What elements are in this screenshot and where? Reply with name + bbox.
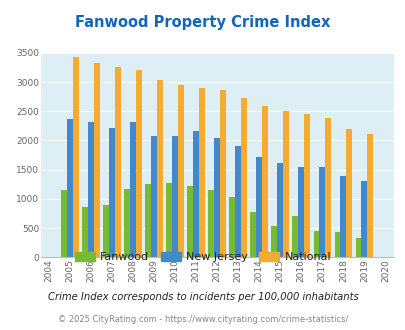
Bar bbox=[367, 134, 372, 257]
Bar bbox=[250, 212, 256, 257]
Bar bbox=[187, 186, 193, 257]
Bar bbox=[319, 167, 324, 257]
Bar bbox=[303, 114, 309, 257]
Bar bbox=[262, 106, 267, 257]
Bar bbox=[73, 57, 79, 257]
Bar bbox=[339, 176, 345, 257]
Bar bbox=[313, 231, 319, 257]
Bar bbox=[198, 88, 205, 257]
Bar bbox=[345, 129, 351, 257]
Bar bbox=[145, 184, 151, 257]
Bar bbox=[324, 118, 330, 257]
Bar bbox=[94, 63, 100, 257]
Bar bbox=[298, 167, 303, 257]
Text: © 2025 CityRating.com - https://www.cityrating.com/crime-statistics/: © 2025 CityRating.com - https://www.city… bbox=[58, 315, 347, 324]
Bar bbox=[178, 85, 183, 257]
Bar bbox=[172, 136, 178, 257]
Bar bbox=[151, 136, 157, 257]
Bar bbox=[103, 205, 109, 257]
Bar bbox=[88, 122, 94, 257]
Bar bbox=[277, 163, 283, 257]
Bar bbox=[130, 122, 136, 257]
Bar bbox=[61, 190, 67, 257]
Bar bbox=[355, 238, 360, 257]
Bar bbox=[82, 207, 88, 257]
Bar bbox=[283, 111, 288, 257]
Text: Fanwood Property Crime Index: Fanwood Property Crime Index bbox=[75, 15, 330, 30]
Text: Crime Index corresponds to incidents per 100,000 inhabitants: Crime Index corresponds to incidents per… bbox=[47, 292, 358, 302]
Bar bbox=[124, 189, 130, 257]
Bar bbox=[334, 232, 339, 257]
Bar bbox=[292, 216, 298, 257]
Bar bbox=[193, 131, 198, 257]
Bar bbox=[136, 70, 142, 257]
Bar bbox=[109, 128, 115, 257]
Bar bbox=[115, 67, 121, 257]
Bar bbox=[256, 157, 262, 257]
Bar bbox=[271, 226, 277, 257]
Bar bbox=[241, 98, 247, 257]
Bar bbox=[235, 146, 241, 257]
Bar bbox=[166, 183, 172, 257]
Bar bbox=[360, 181, 367, 257]
Bar bbox=[67, 119, 73, 257]
Bar bbox=[208, 190, 214, 257]
Bar bbox=[157, 80, 162, 257]
Bar bbox=[229, 197, 235, 257]
Legend: Fanwood, New Jersey, National: Fanwood, New Jersey, National bbox=[70, 248, 335, 267]
Bar bbox=[214, 138, 220, 257]
Bar bbox=[220, 90, 226, 257]
